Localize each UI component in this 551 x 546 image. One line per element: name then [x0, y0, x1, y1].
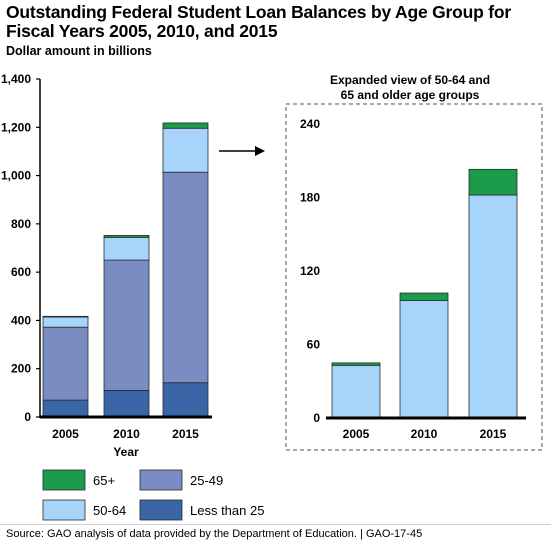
legend-swatch-25-49 [139, 469, 183, 491]
main-bar-less-than-25-2005 [42, 399, 89, 418]
main-x-axis-title: Year [113, 445, 139, 459]
expanded-bar-65-2010 [399, 292, 449, 301]
units-label: Dollar amount in billions [6, 44, 152, 58]
main-bar-25-49-2010 [103, 259, 150, 391]
expanded-view-title-line-2: 65 and older age groups [341, 88, 480, 102]
legend-swatch-65 [42, 469, 86, 491]
legend-label-50-64: 50-64 [93, 503, 126, 518]
main-y-tick-label: 200 [11, 362, 31, 376]
expanded-y-tick-label: 120 [300, 264, 320, 278]
main-x-tick-label: 2005 [52, 427, 79, 441]
source-note: Source: GAO analysis of data provided by… [6, 528, 423, 540]
legend-label-65: 65+ [93, 473, 115, 488]
expanded-x-tick-label: 2010 [411, 427, 438, 441]
expanded-bar-50-64-2010 [399, 299, 449, 419]
main-bar-50-64-2015 [162, 127, 209, 173]
main-y-tick-label: 400 [11, 313, 31, 327]
legend-swatch-less-than-25 [139, 499, 183, 521]
expanded-y-tick-label: 0 [313, 411, 320, 425]
main-y-tick-label: 0 [24, 410, 31, 424]
chart-title: Outstanding Federal Student Loan Balance… [6, 2, 512, 41]
source-divider [0, 524, 551, 525]
expanded-y-tick-label: 60 [307, 338, 321, 352]
expand-arrow-head [255, 146, 265, 156]
legend-swatch-50-64 [42, 499, 86, 521]
main-bar-50-64-2010 [103, 236, 150, 261]
main-bar-65-2010 [103, 235, 150, 238]
expanded-bar-65-2015 [468, 168, 518, 196]
expanded-bar-50-64-2015 [468, 194, 518, 419]
main-bar-less-than-25-2010 [103, 390, 150, 418]
main-x-tick-label: 2015 [172, 427, 199, 441]
expanded-y-tick-label: 180 [300, 191, 320, 205]
expanded-y-tick-label: 240 [300, 117, 320, 131]
main-x-tick-label: 2010 [113, 427, 140, 441]
main-bar-less-than-25-2015 [162, 382, 209, 418]
expanded-view-title-line-1: Expanded view of 50-64 and [330, 73, 490, 87]
main-bar-65-2005 [42, 315, 89, 318]
expanded-bar-50-64-2005 [331, 364, 381, 419]
main-y-tick-label: 600 [11, 265, 31, 279]
main-y-tick-label: 1,400 [1, 72, 31, 86]
legend-label-25-49: 25-49 [190, 473, 223, 488]
main-bar-25-49-2005 [42, 326, 89, 401]
main-bar-25-49-2015 [162, 171, 209, 384]
main-y-tick-label: 1,000 [1, 169, 31, 183]
main-y-tick-label: 800 [11, 217, 31, 231]
expanded-x-tick-label: 2015 [480, 427, 507, 441]
expanded-bar-65-2005 [331, 362, 381, 366]
expanded-x-tick-label: 2005 [343, 427, 370, 441]
legend-label-less-than-25: Less than 25 [190, 503, 264, 518]
expanded-view-frame [285, 103, 543, 451]
main-bar-65-2015 [162, 122, 209, 129]
main-y-tick-label: 1,200 [1, 120, 31, 134]
main-bar-50-64-2005 [42, 316, 89, 328]
